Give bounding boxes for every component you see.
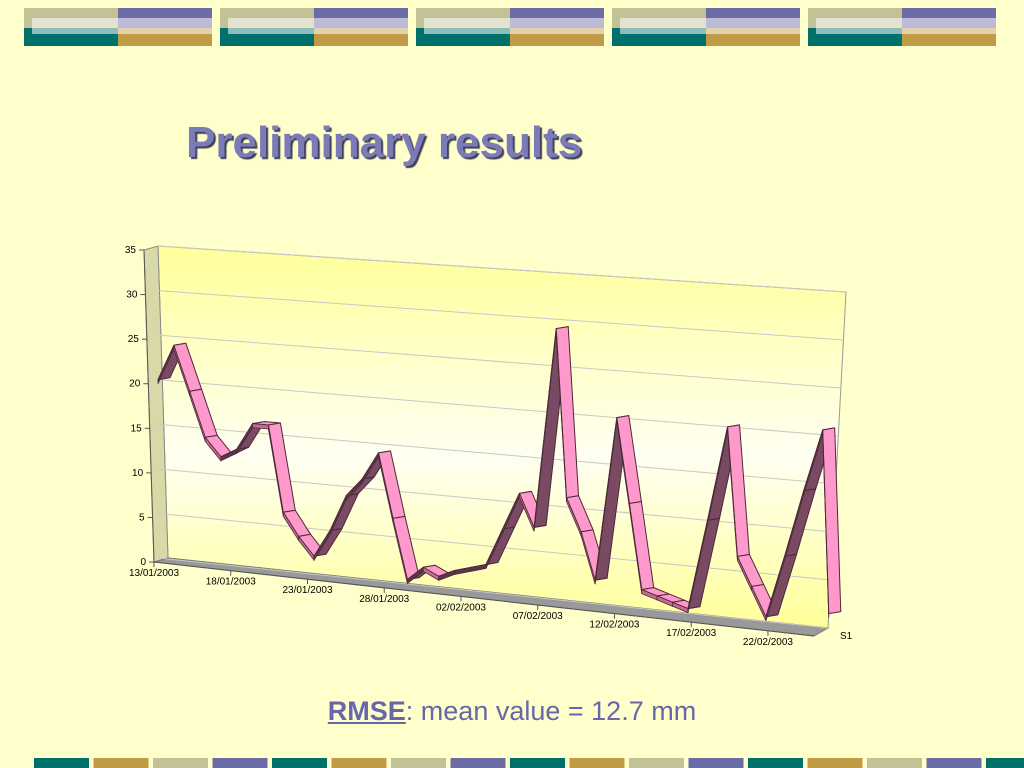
footer-block <box>212 758 268 768</box>
y-tick-label: 5 <box>139 512 145 523</box>
y-tick-label: 10 <box>132 468 144 479</box>
footer-block <box>986 758 1024 768</box>
banner-highlight <box>620 18 800 34</box>
x-axis-line <box>153 561 815 637</box>
footer-block <box>867 758 922 768</box>
banner-highlight <box>32 18 212 34</box>
x-tick-label: 22/02/2003 <box>743 637 793 648</box>
footer-block <box>807 758 863 768</box>
footer-block <box>93 758 149 768</box>
footer-block <box>748 758 803 768</box>
ribbon-edge <box>822 429 830 618</box>
x-axis-ticks: 13/01/2003 18/01/2003 23/01/2003 28/01/2003… <box>129 562 793 648</box>
footer-block <box>569 758 625 768</box>
x-tick-label: 12/02/2003 <box>589 620 639 631</box>
banner-highlight <box>816 18 996 34</box>
x-tick-label: 18/01/2003 <box>206 577 256 588</box>
footer-block <box>331 758 387 768</box>
footer-block <box>629 758 684 768</box>
footer-block <box>510 758 565 768</box>
x-tick-label: 23/01/2003 <box>282 585 332 596</box>
rmse-summary: RMSE: mean value = 12.7 mm <box>0 696 1024 727</box>
footer-block <box>450 758 506 768</box>
y-tick-label: 30 <box>126 290 138 301</box>
grid-line <box>157 290 844 341</box>
footer-block <box>391 758 446 768</box>
rmse-value-text: : mean value = 12.7 mm <box>405 696 697 726</box>
grid-line <box>157 557 829 629</box>
banner-highlight <box>424 18 604 34</box>
footer-block <box>153 758 208 768</box>
banner-highlight <box>228 18 408 34</box>
y-tick-label: 0 <box>140 557 146 568</box>
x-tick-label: 02/02/2003 <box>436 602 486 613</box>
footer-block <box>34 758 89 768</box>
bottom-decoration-strip <box>34 758 1024 768</box>
x-tick-label: 17/02/2003 <box>666 628 716 639</box>
y-tick-label: 25 <box>128 334 140 345</box>
y-axis-line <box>143 249 155 563</box>
series-label: S1 <box>840 631 853 642</box>
x-tick-label: 13/01/2003 <box>129 568 179 579</box>
y-axis-ticks: 0 5 10 15 20 25 30 35 <box>125 245 154 568</box>
rmse-keyword: RMSE <box>327 696 406 726</box>
y-tick-label: 35 <box>125 245 137 256</box>
grid-line <box>157 468 834 533</box>
y-tick-label: 15 <box>131 423 143 434</box>
slide-title: Preliminary results <box>186 118 583 167</box>
footer-block <box>272 758 327 768</box>
grid-line <box>157 334 841 389</box>
grid-line <box>157 379 839 437</box>
ribbon-edge <box>252 423 269 430</box>
top-decoration-banner <box>24 8 996 46</box>
series-ribbon <box>157 326 842 621</box>
y-tick-label: 20 <box>129 379 141 390</box>
footer-block <box>688 758 744 768</box>
x-tick-label: 07/02/2003 <box>513 611 563 622</box>
grid-line <box>157 245 847 293</box>
x-tick-label: 28/01/2003 <box>359 594 409 605</box>
footer-block <box>926 758 982 768</box>
ribbon-line-chart: 0 5 10 15 20 25 30 35 13/01/2003 18/01/2003 23/01… <box>125 245 853 648</box>
